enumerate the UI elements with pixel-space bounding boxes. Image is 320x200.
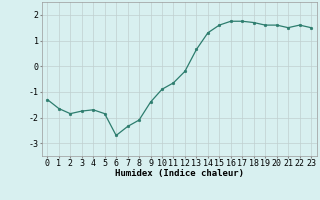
X-axis label: Humidex (Indice chaleur): Humidex (Indice chaleur) (115, 169, 244, 178)
